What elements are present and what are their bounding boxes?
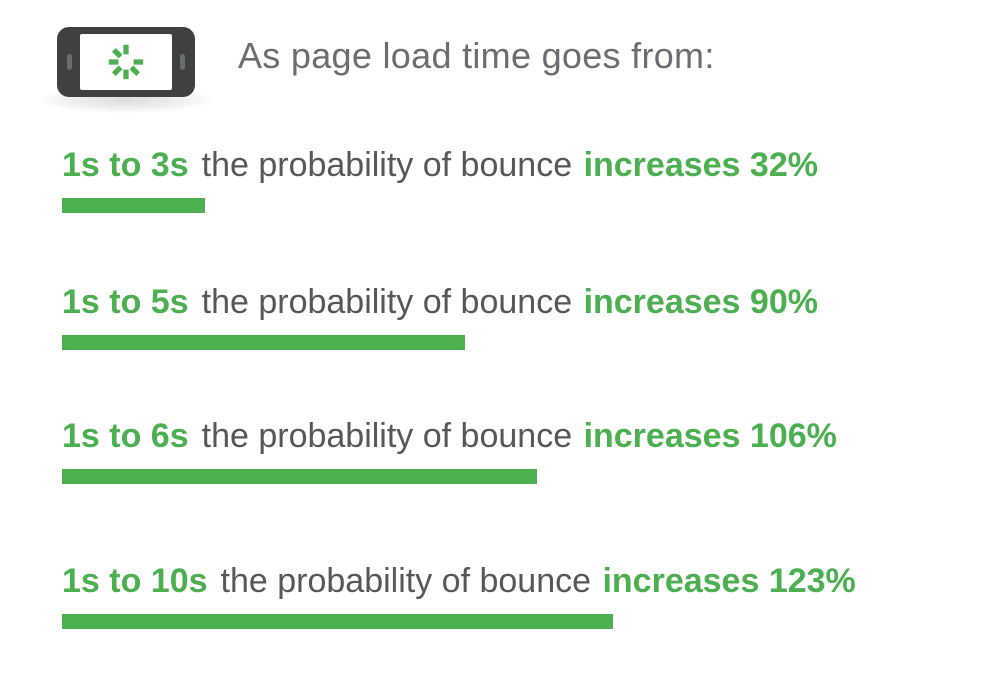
load-time-range: 1s to 3s bbox=[62, 146, 189, 184]
bounce-bar bbox=[62, 614, 613, 629]
bounce-probability-text: the probability of bounce bbox=[201, 146, 573, 184]
bounce-row: 1s to 5s the probability of bounce increa… bbox=[62, 282, 818, 350]
bounce-increase-value: increases 90% bbox=[583, 283, 818, 321]
bounce-row: 1s to 10s the probability of bounce incre… bbox=[62, 561, 856, 629]
phone-loading-icon bbox=[37, 27, 215, 113]
loading-spinner-icon bbox=[108, 44, 144, 80]
bounce-probability-text: the probability of bounce bbox=[220, 562, 592, 600]
bounce-increase-value: increases 32% bbox=[583, 146, 818, 184]
load-time-range: 1s to 10s bbox=[62, 562, 208, 600]
phone-screen bbox=[80, 34, 172, 90]
bounce-probability-text: the probability of bounce bbox=[201, 417, 573, 455]
load-time-range: 1s to 5s bbox=[62, 283, 189, 321]
phone-side-button-right bbox=[180, 54, 185, 70]
phone-side-button-left bbox=[67, 54, 72, 70]
bounce-row: 1s to 6s the probability of bounce increa… bbox=[62, 416, 837, 484]
load-time-range: 1s to 6s bbox=[62, 417, 189, 455]
bounce-row: 1s to 3s the probability of bounce increa… bbox=[62, 145, 818, 213]
bounce-increase-value: increases 106% bbox=[583, 417, 837, 455]
phone-body bbox=[57, 27, 195, 97]
bounce-probability-text: the probability of bounce bbox=[201, 283, 573, 321]
page-title: As page load time goes from: bbox=[238, 35, 715, 76]
bounce-increase-value: increases 123% bbox=[602, 562, 856, 600]
bounce-bar bbox=[62, 198, 205, 213]
bounce-bar bbox=[62, 335, 465, 350]
bounce-bar bbox=[62, 469, 537, 484]
